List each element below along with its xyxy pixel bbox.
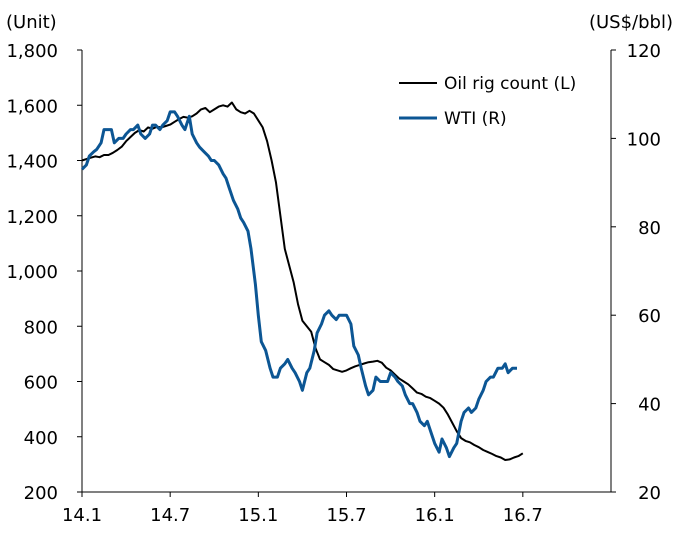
left-tick-label: 1,800	[6, 41, 58, 62]
left-tick-label: 600	[24, 373, 58, 394]
left-tick-label: 400	[24, 428, 58, 449]
right-tick-label: 40	[638, 395, 661, 416]
legend: Oil rig count (L) WTI (R)	[399, 74, 576, 129]
left-tick-label: 1,600	[6, 96, 58, 117]
left-tick-label: 1,400	[6, 152, 58, 173]
left-tick-label: 200	[24, 483, 58, 504]
right-tick-label: 20	[638, 483, 661, 504]
x-tick-label: 16.7	[503, 505, 543, 526]
right-axis-ticks: 20 40 60 80 100 120	[611, 41, 661, 504]
left-tick-label: 1,200	[6, 207, 58, 228]
legend-label-oil-rig-count: Oil rig count (L)	[444, 74, 576, 94]
right-tick-label: 80	[638, 218, 661, 239]
left-tick-label: 1,000	[6, 262, 58, 283]
oil-rig-count-line	[81, 101, 524, 461]
wti-line	[80, 110, 517, 459]
right-tick-label: 60	[638, 306, 661, 327]
right-axis-unit: (US$/bbl)	[589, 12, 673, 33]
x-tick-label: 16.1	[415, 505, 455, 526]
right-tick-label: 120	[627, 41, 661, 62]
left-axis-ticks: 200 400 600 800 1,000 1,200 1,400 1,600 1,800	[6, 41, 82, 504]
x-tick-label: 15.7	[326, 505, 366, 526]
left-axis-unit: (Unit)	[6, 12, 57, 33]
x-tick-label: 14.7	[150, 505, 190, 526]
legend-label-wti: WTI (R)	[444, 109, 507, 129]
x-tick-label: 15.1	[238, 505, 278, 526]
x-axis-ticks: 14.1 14.7 15.1 15.7 16.1 16.7	[62, 492, 543, 526]
left-tick-label: 800	[24, 317, 58, 338]
x-tick-label: 14.1	[62, 505, 102, 526]
right-tick-label: 100	[627, 129, 661, 150]
